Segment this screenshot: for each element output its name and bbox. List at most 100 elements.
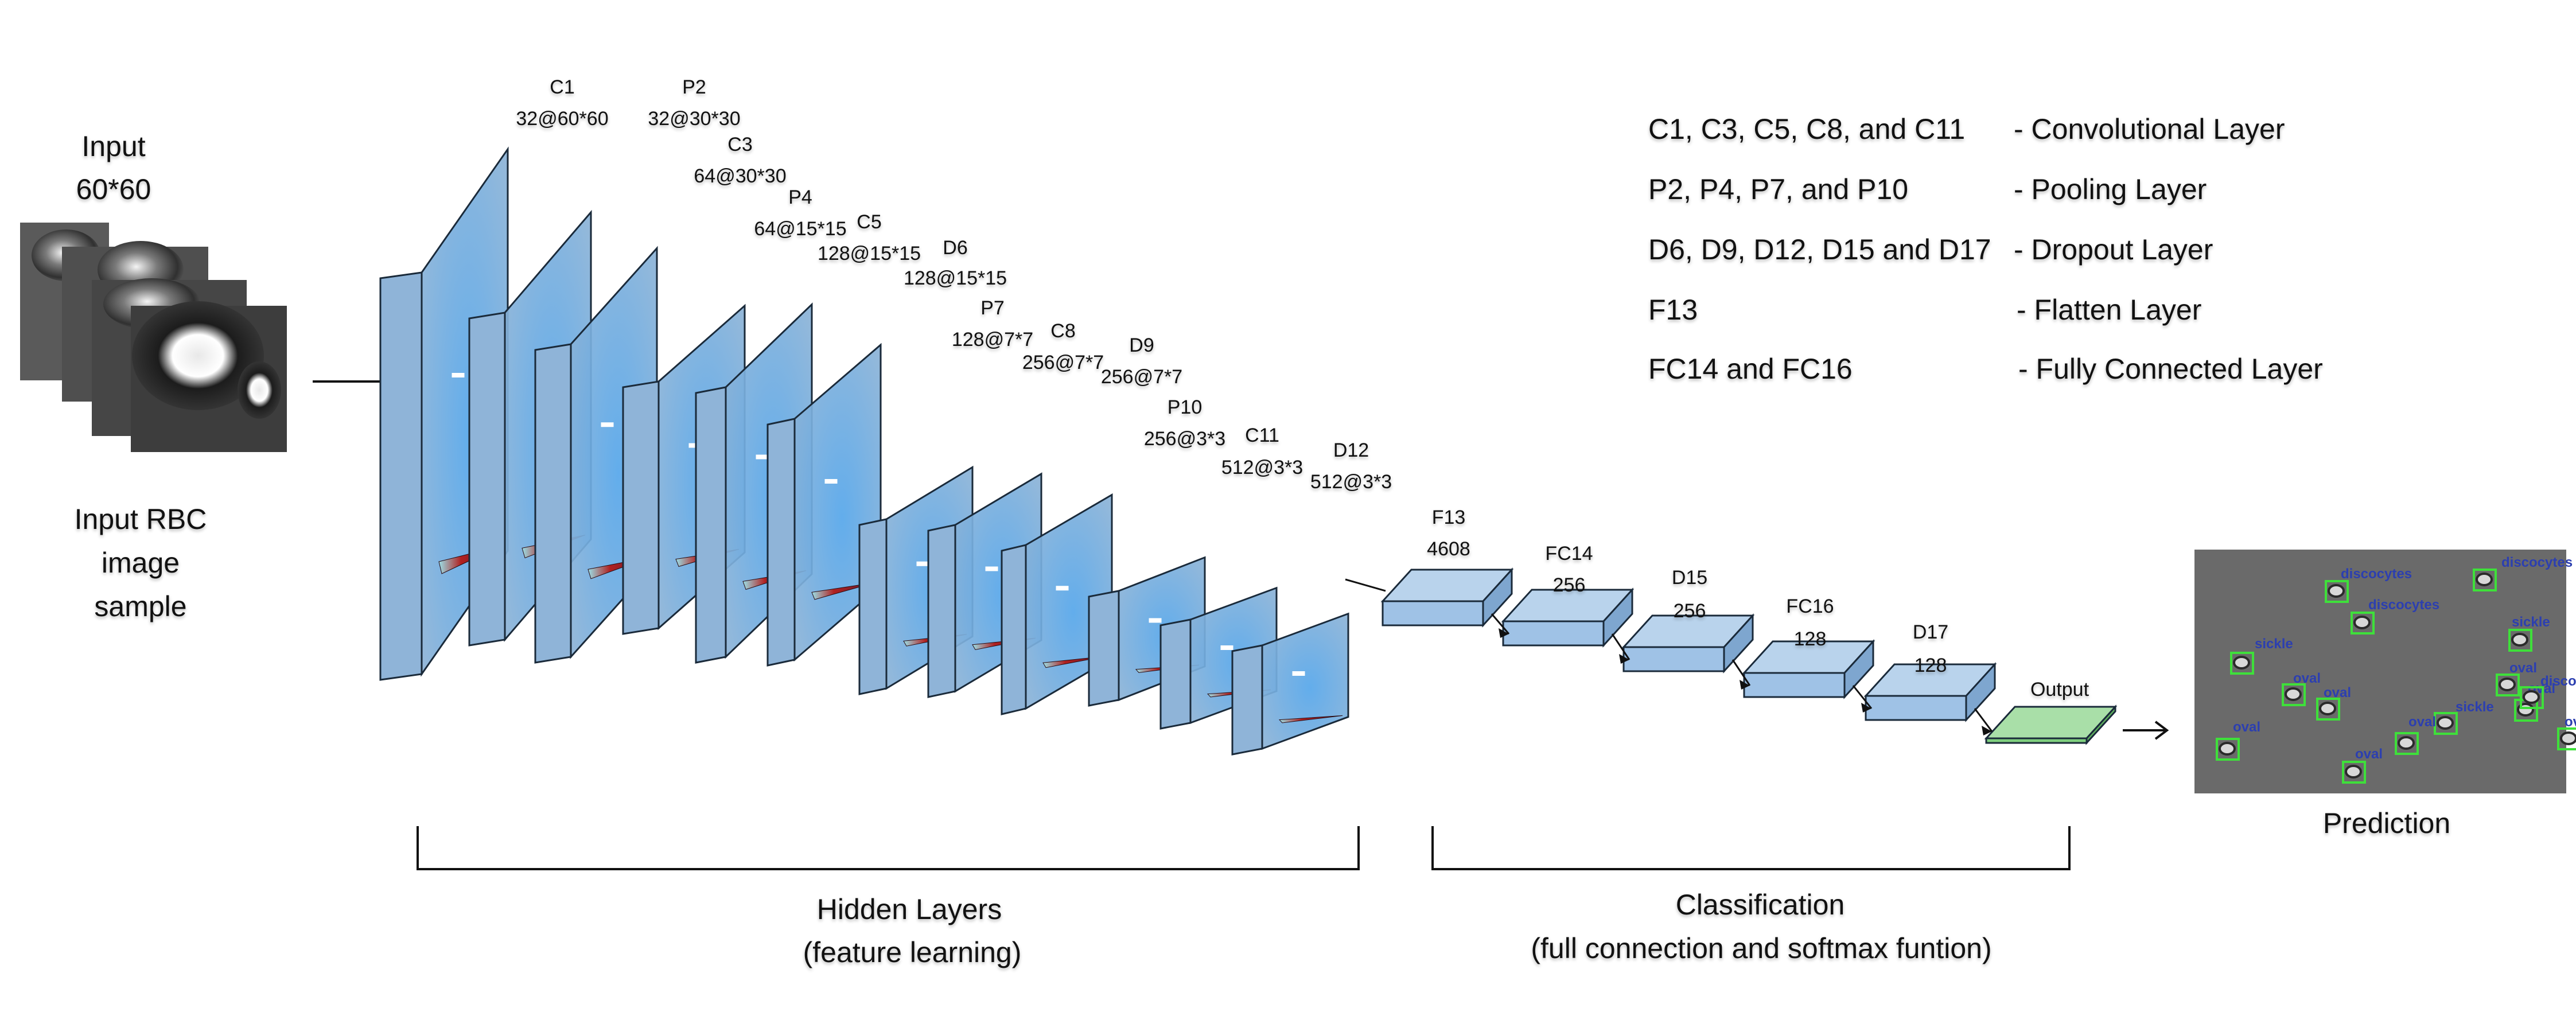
detection-discocytes: discocytes <box>2325 566 2412 603</box>
layer-marker <box>985 566 998 571</box>
classification-title: Classification <box>1675 889 1845 921</box>
layer-d12 <box>1231 612 1349 756</box>
cell <box>2233 656 2250 669</box>
layer-d15 <box>1621 613 1755 674</box>
layer-front <box>1502 620 1605 647</box>
connector-head <box>1861 703 1871 713</box>
hidden-layers-bracket <box>417 826 1360 870</box>
connector-line <box>1491 613 1510 634</box>
detection-oval: oval <box>2342 746 2383 784</box>
prediction-image: discocytes discocytes discocytes sickle sick… <box>2194 550 2576 793</box>
output-arrow <box>2123 721 2169 740</box>
connector-head <box>1499 628 1509 638</box>
layer-name-c3: C3 <box>727 134 753 155</box>
legend-layers-0: C1, C3, C5, C8, and C11 <box>1648 113 1966 145</box>
connector-line <box>1852 685 1873 709</box>
layer-name-output: Output <box>2030 679 2089 700</box>
connector-line <box>1974 708 1993 732</box>
bounding-box <box>2520 686 2544 709</box>
bounding-box <box>2508 629 2532 652</box>
input-size: 60*60 <box>76 173 151 205</box>
detection-oval: oval <box>2216 719 2260 761</box>
connector-line <box>1345 578 1386 592</box>
input-title: Input <box>81 130 146 162</box>
classification-subtitle: (full connection and softmax funtion) <box>1531 932 1992 964</box>
layer-dims-c5: 128@15*15 <box>817 243 921 264</box>
layer-front <box>1985 737 2088 744</box>
layer-name-f13: F13 <box>1431 507 1466 528</box>
dense-layer-stack <box>1380 567 2118 745</box>
layer-name-p2: P2 <box>682 76 706 98</box>
layer-side <box>1602 587 1633 648</box>
layer-front <box>1743 672 1846 698</box>
cell <box>2437 716 2454 730</box>
layer-marker <box>1220 645 1233 650</box>
layer-name-d17: D17 <box>1912 621 1949 643</box>
cell <box>2345 765 2362 778</box>
cell <box>2353 616 2371 629</box>
layer-side <box>1965 662 1996 722</box>
bounding-box <box>2557 727 2576 750</box>
layer-dims-c11: 512@3*3 <box>1221 457 1303 478</box>
layer-name-c5: C5 <box>857 211 882 233</box>
cell <box>2319 702 2336 715</box>
layer-side <box>468 312 506 647</box>
detection-label: discocy <box>2540 674 2576 689</box>
layer-side <box>766 418 796 667</box>
layer-side <box>1843 639 1874 699</box>
layer-name-c11: C11 <box>1245 425 1279 446</box>
layer-marker <box>1056 586 1069 591</box>
bounding-box <box>2230 652 2254 675</box>
hidden-layers-title: Hidden Layers <box>816 893 1002 925</box>
connector-line <box>1731 659 1751 686</box>
layer-marker <box>756 454 769 460</box>
layer-dims-d6: 128@15*15 <box>903 267 1007 289</box>
detection-overlays: discocytes discocytes discocytes sickle sick… <box>2216 555 2576 784</box>
layer-fc16 <box>1742 639 1875 699</box>
bounding-box <box>2342 761 2366 784</box>
detection-sickle: sickle <box>2230 636 2293 675</box>
connector-head <box>1982 726 1992 735</box>
prediction-background <box>2194 550 2566 793</box>
detection-sickle: sickle <box>2508 614 2550 652</box>
bounding-box <box>2351 612 2375 634</box>
layer-name-p7: P7 <box>980 297 1005 319</box>
bounding-box <box>2325 580 2349 603</box>
layer-name-p10: P10 <box>1167 396 1203 418</box>
bounding-box <box>2282 683 2306 706</box>
layer-output <box>1984 704 2118 745</box>
layer-side <box>1723 613 1754 674</box>
layer-dims-c8: 256@7*7 <box>1022 352 1104 373</box>
layer-dims-fc14: 256 <box>1552 574 1586 596</box>
layer-side <box>379 271 423 681</box>
layer-dims-c1: 32@60*60 <box>516 108 609 130</box>
detection-label: discocytes <box>2341 566 2412 582</box>
layer-dims-p7: 128@7*7 <box>951 329 1034 351</box>
cell <box>2476 573 2493 586</box>
cell <box>2328 584 2345 598</box>
layer-dims-d9: 256@7*7 <box>1100 366 1183 388</box>
legend-desc-3: - Flatten Layer <box>2017 294 2202 326</box>
cell <box>2523 690 2540 704</box>
input-caption-3: sample <box>94 590 187 622</box>
layer-marker <box>824 479 838 484</box>
layer-dims-f13: 4608 <box>1427 538 1470 560</box>
layer-marker <box>916 561 929 566</box>
detection-label: sickle <box>2512 614 2550 630</box>
detection-label: sickle <box>2456 699 2494 715</box>
detection-label: oval <box>2324 685 2351 700</box>
detection-label: sickle <box>2255 636 2293 652</box>
bounding-box <box>2216 738 2240 761</box>
input-cell-4b <box>238 361 281 419</box>
bounding-box <box>2434 712 2458 735</box>
layer-dims-p4: 64@15*15 <box>754 218 847 240</box>
layer-dims-c3: 64@30*30 <box>694 165 787 187</box>
layer-f13 <box>1380 567 1514 628</box>
prediction-caption: Prediction <box>2322 807 2451 839</box>
legend-layers-4: FC14 and FC16 <box>1648 353 1853 385</box>
detection-label: oval <box>2565 714 2576 730</box>
legend-layers-2: D6, D9, D12, D15 and D17 <box>1648 233 1991 266</box>
layer-side <box>1159 618 1192 730</box>
detection-sickle: sickle <box>2434 699 2494 735</box>
